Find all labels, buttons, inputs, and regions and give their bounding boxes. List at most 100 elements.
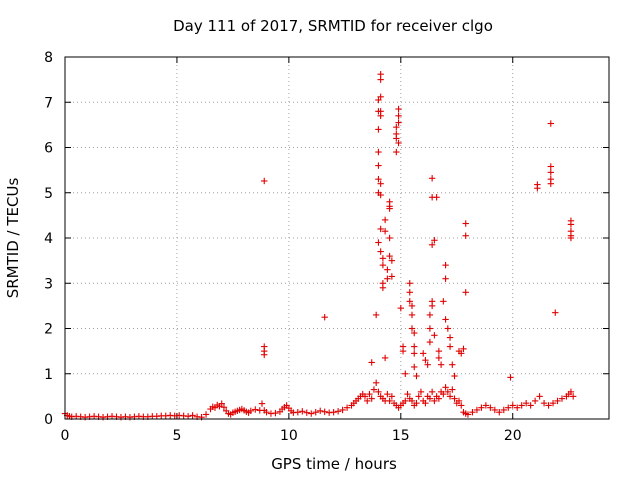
data-point xyxy=(406,298,413,305)
data-point xyxy=(444,325,452,332)
data-point xyxy=(545,402,552,409)
data-point xyxy=(431,397,438,405)
data-point xyxy=(379,261,387,269)
data-point xyxy=(554,397,561,405)
data-point xyxy=(547,120,554,127)
data-point xyxy=(375,148,382,156)
data-point xyxy=(547,163,554,170)
data-point xyxy=(375,162,382,169)
data-point xyxy=(317,407,324,415)
data-point xyxy=(419,350,427,357)
data-point xyxy=(377,93,384,101)
data-point xyxy=(411,329,418,337)
data-point xyxy=(547,175,554,183)
data-point xyxy=(218,400,225,407)
data-point xyxy=(433,194,440,201)
data-point xyxy=(377,248,384,255)
data-point xyxy=(431,237,438,244)
data-point xyxy=(361,393,369,400)
data-point xyxy=(258,400,266,407)
data-point xyxy=(460,345,467,353)
y-tick-label: 1 xyxy=(44,367,53,383)
data-point xyxy=(462,289,469,296)
data-point xyxy=(321,313,328,321)
data-point xyxy=(417,388,425,396)
x-tick-label: 10 xyxy=(280,428,298,444)
y-tick-label: 2 xyxy=(44,322,53,338)
data-point xyxy=(458,402,465,409)
x-tick-label: 15 xyxy=(392,428,410,444)
data-point xyxy=(220,404,228,411)
data-point xyxy=(184,413,192,420)
data-point xyxy=(500,406,507,414)
data-point xyxy=(408,302,416,310)
data-point xyxy=(395,112,402,120)
data-point xyxy=(442,316,449,323)
data-point xyxy=(386,397,393,405)
data-point xyxy=(534,181,541,188)
y-tick-label: 6 xyxy=(44,141,53,157)
data-point xyxy=(509,402,516,409)
data-point xyxy=(514,404,521,411)
data-point xyxy=(408,311,416,319)
data-point xyxy=(431,332,438,339)
data-point xyxy=(415,393,422,400)
data-point xyxy=(455,397,463,405)
data-point xyxy=(375,388,382,396)
data-point xyxy=(261,177,268,185)
y-tick-label: 8 xyxy=(44,50,53,66)
data-point xyxy=(395,139,402,147)
data-point xyxy=(386,198,393,205)
data-point xyxy=(469,409,476,416)
data-point xyxy=(567,217,575,225)
x-tick-label: 5 xyxy=(172,428,181,444)
data-point xyxy=(377,76,384,83)
data-point xyxy=(428,175,436,182)
data-point xyxy=(449,361,456,368)
data-point xyxy=(294,409,302,416)
data-point xyxy=(482,402,490,409)
data-point xyxy=(372,311,380,319)
data-point xyxy=(462,220,469,227)
data-point xyxy=(312,409,319,416)
data-point xyxy=(384,266,391,273)
data-point xyxy=(252,406,259,413)
data-point xyxy=(446,334,454,341)
data-point xyxy=(437,361,445,368)
grid-lines xyxy=(65,57,609,419)
data-point xyxy=(422,399,429,407)
plot-frame xyxy=(64,56,610,420)
x-axis-label: GPS time / hours xyxy=(271,455,397,473)
data-point xyxy=(411,363,418,371)
data-point xyxy=(393,148,400,156)
data-point xyxy=(379,255,387,262)
data-point xyxy=(375,175,382,183)
data-point xyxy=(377,112,384,120)
data-point xyxy=(343,404,351,411)
data-point xyxy=(393,130,400,138)
data-point xyxy=(368,359,375,366)
data-point xyxy=(339,406,346,414)
data-point xyxy=(375,126,382,133)
data-point xyxy=(334,408,342,415)
data-point xyxy=(522,399,530,407)
data-point xyxy=(531,397,539,405)
data-point xyxy=(388,273,396,280)
data-point xyxy=(451,395,458,402)
y-axis-label: SRMTID / TECUs xyxy=(4,178,22,299)
data-point xyxy=(536,393,543,400)
data-point xyxy=(395,119,402,126)
data-point xyxy=(395,105,402,113)
data-point xyxy=(247,407,255,415)
data-point xyxy=(558,395,566,402)
data-point xyxy=(377,70,384,78)
data-point xyxy=(487,404,494,411)
data-point xyxy=(408,397,416,405)
data-point xyxy=(384,275,391,282)
data-point xyxy=(424,361,431,368)
y-tick-label: 3 xyxy=(44,276,53,292)
data-point xyxy=(491,406,499,414)
data-point xyxy=(375,239,382,246)
data-point xyxy=(435,347,443,355)
